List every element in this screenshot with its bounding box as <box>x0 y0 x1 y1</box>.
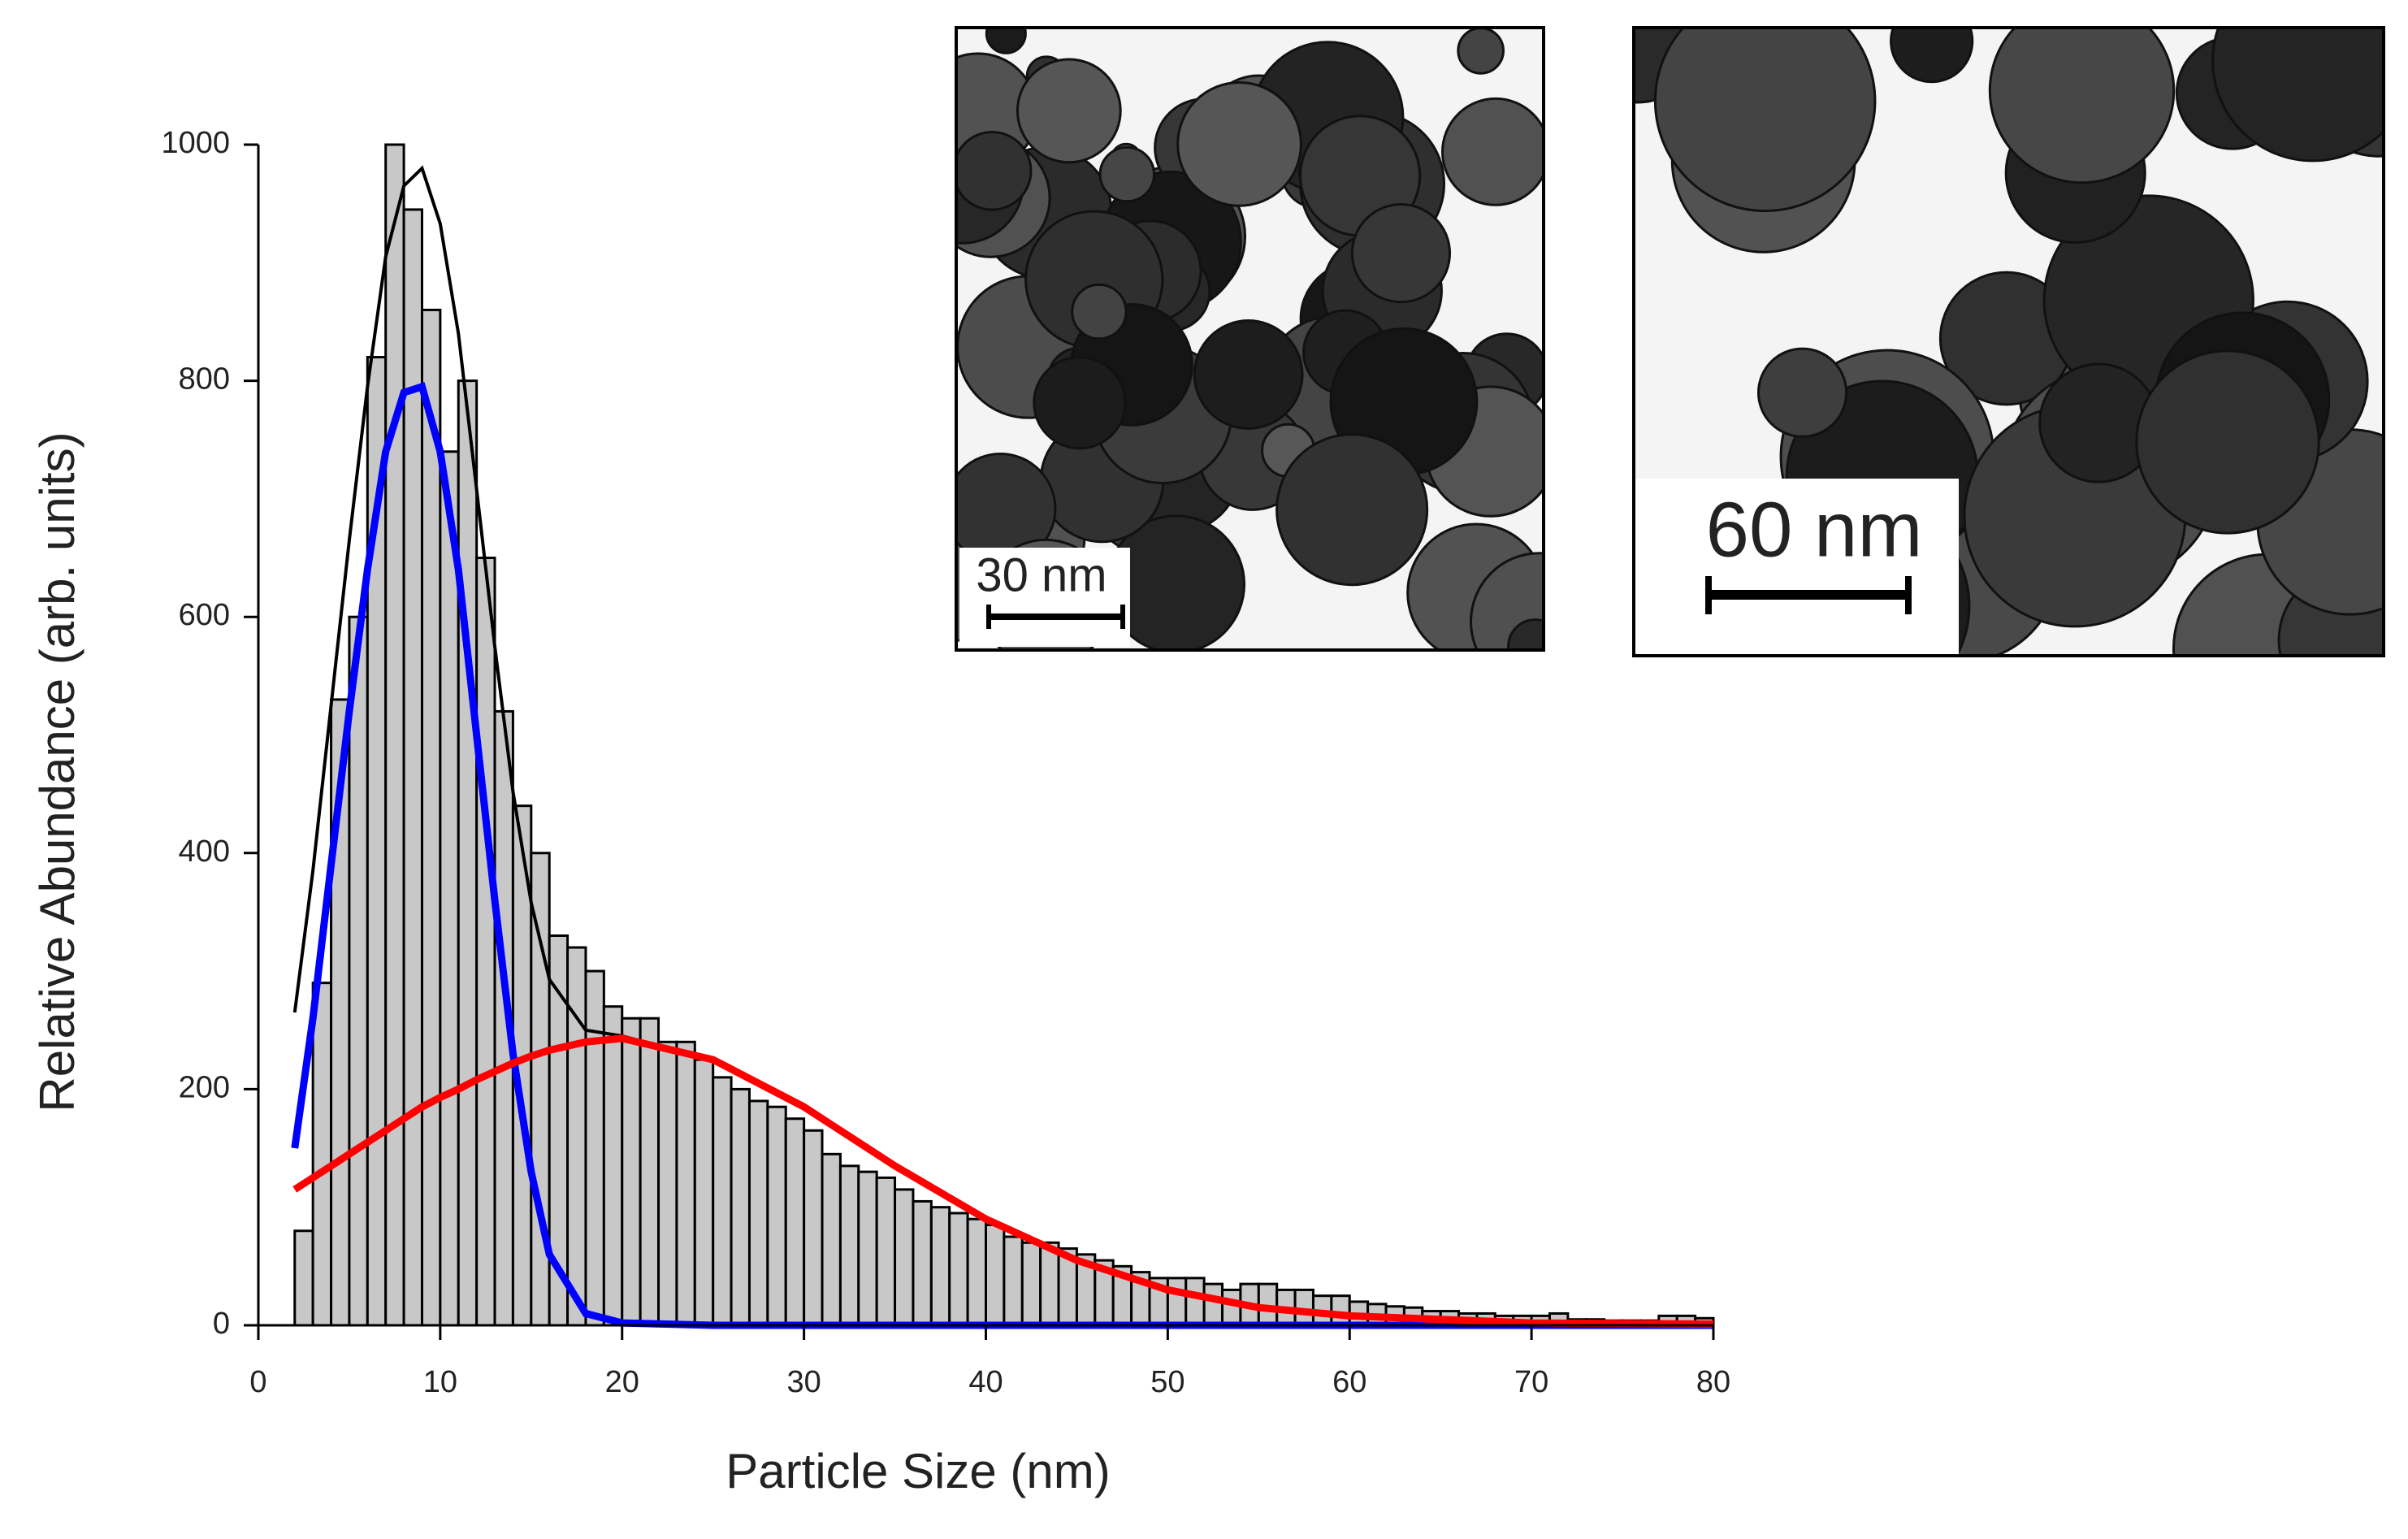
y-tick-label: 400 <box>179 835 230 869</box>
tem-inset: 60 nm <box>1632 26 2385 657</box>
y-axis-title: Relative Abundance (arb. units) <box>30 431 84 1112</box>
particle <box>1016 58 1122 164</box>
x-tick-label: 60 <box>1332 1365 1366 1399</box>
particle <box>1457 28 1505 75</box>
bar <box>784 1117 806 1327</box>
scale-label: 30 nm <box>976 548 1107 601</box>
bar <box>420 308 442 1327</box>
bar <box>929 1206 951 1327</box>
tem-border <box>1632 26 2385 657</box>
bar <box>348 615 369 1327</box>
bar <box>693 1058 715 1327</box>
tem-inset: 30 nm <box>955 26 1545 652</box>
bar <box>857 1170 878 1327</box>
bar <box>985 1223 1006 1327</box>
particle <box>2135 349 2320 535</box>
bar <box>747 1099 769 1327</box>
bar <box>675 1040 696 1327</box>
particle <box>985 28 1027 54</box>
particle <box>1890 28 1974 84</box>
bar <box>821 1152 842 1327</box>
bar <box>838 1164 860 1327</box>
bar <box>311 982 333 1327</box>
particle <box>956 131 1033 211</box>
bar <box>966 1217 988 1327</box>
particle <box>1653 28 1877 213</box>
bar <box>1221 1288 1242 1327</box>
bar <box>602 1005 624 1327</box>
bar <box>730 1087 751 1327</box>
bar <box>894 1188 915 1327</box>
particle <box>1193 319 1304 430</box>
bar <box>912 1199 933 1327</box>
y-tick-label: 0 <box>213 1307 230 1341</box>
scale-box <box>1635 479 1959 654</box>
bar <box>621 1017 642 1327</box>
x-tick-label: 40 <box>968 1365 1003 1399</box>
bar <box>1166 1277 1188 1327</box>
x-tick-label: 80 <box>1696 1365 1730 1399</box>
y-tick-label: 200 <box>179 1070 230 1104</box>
bar <box>1330 1294 1351 1327</box>
bar <box>293 1229 314 1327</box>
bar <box>402 208 423 1327</box>
y-tick-label: 1000 <box>161 126 230 160</box>
bar <box>475 557 496 1327</box>
bar <box>439 450 460 1327</box>
bar <box>712 1076 733 1327</box>
particle <box>1441 97 1544 206</box>
scale-label: 60 nm <box>1706 486 1923 573</box>
x-tick-label: 10 <box>423 1365 457 1399</box>
bar <box>1003 1235 1024 1327</box>
tem-image <box>956 28 1544 650</box>
particle <box>1098 145 1156 203</box>
scale-box <box>959 548 1130 647</box>
x-tick-label: 30 <box>786 1365 821 1399</box>
particle <box>1350 203 1452 304</box>
y-tick-label: 600 <box>179 598 230 632</box>
particle <box>2211 28 2384 163</box>
bar <box>639 1017 660 1327</box>
y-tick-label: 800 <box>179 362 230 397</box>
particle <box>1507 618 1544 650</box>
bar <box>457 379 479 1327</box>
fit-curve <box>292 1034 1714 1329</box>
x-tick-label: 70 <box>1514 1365 1548 1399</box>
particle <box>1033 355 1127 450</box>
bar <box>766 1105 787 1327</box>
bar <box>1020 1241 1042 1327</box>
tem-border <box>955 26 1545 652</box>
bar <box>384 143 405 1327</box>
x-axis-title: Particle Size (nm) <box>725 1444 1110 1498</box>
bar <box>584 969 605 1327</box>
particle <box>1988 28 2176 184</box>
x-tick-label: 20 <box>605 1365 639 1399</box>
bar <box>657 1040 678 1327</box>
x-tick-label: 0 <box>249 1365 266 1399</box>
particle <box>1756 347 1848 438</box>
bar <box>948 1212 969 1327</box>
bar <box>1202 1282 1224 1327</box>
particle <box>1275 433 1429 587</box>
bar <box>566 946 587 1327</box>
x-tick-label: 50 <box>1150 1365 1185 1399</box>
particle <box>1176 81 1302 207</box>
particle <box>1071 283 1128 340</box>
bar <box>875 1176 897 1327</box>
bar <box>1039 1241 1060 1327</box>
bar <box>803 1129 824 1327</box>
bar <box>1185 1277 1206 1327</box>
